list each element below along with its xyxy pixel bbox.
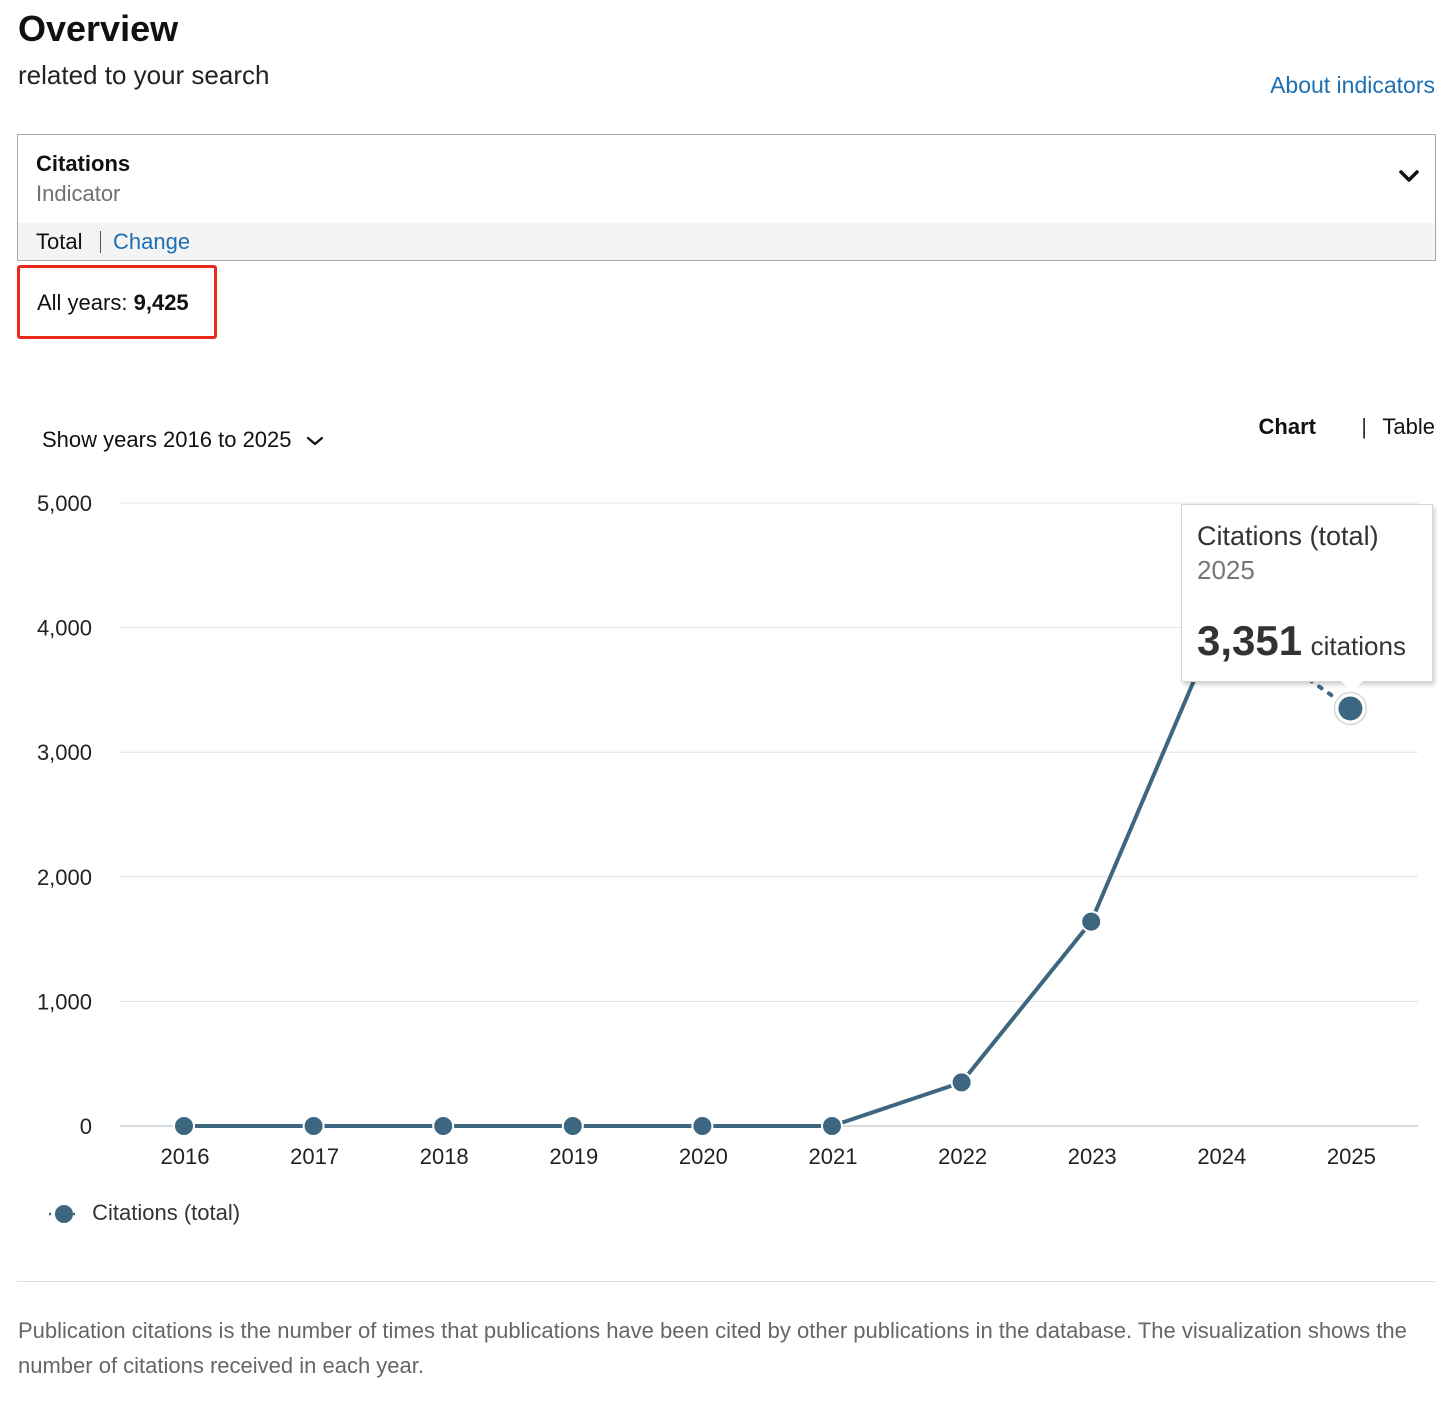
data-point bbox=[1080, 910, 1103, 933]
years-range-select[interactable]: Show years 2016 to 2025 bbox=[42, 427, 324, 453]
tooltip-pointer bbox=[1341, 681, 1363, 692]
data-point bbox=[302, 1115, 325, 1137]
tooltip-year: 2025 bbox=[1197, 555, 1255, 585]
indicator-description: Publication citations is the number of t… bbox=[18, 1318, 1407, 1378]
about-indicators-link[interactable]: About indicators bbox=[1270, 72, 1435, 98]
section-divider bbox=[17, 1281, 1435, 1282]
data-point bbox=[173, 1115, 195, 1137]
legend-marker-icon bbox=[49, 1205, 79, 1224]
x-tick-label: 2020 bbox=[679, 1144, 728, 1169]
all-years-value: 9,425 bbox=[133, 290, 189, 315]
data-point bbox=[561, 1115, 584, 1137]
data-point bbox=[691, 1115, 714, 1137]
metric-type-label: Total bbox=[36, 229, 83, 254]
y-tick-label: 0 bbox=[80, 1114, 92, 1139]
all-years-highlight: All years: 9,425 bbox=[17, 265, 217, 339]
x-tick-label: 2018 bbox=[420, 1144, 469, 1169]
y-tick-label: 3,000 bbox=[37, 740, 92, 765]
chevron-down-icon bbox=[1399, 170, 1419, 182]
chevron-down-icon bbox=[306, 437, 323, 446]
series-line bbox=[182, 615, 1223, 1128]
tooltip-value-line: 3,351 citations bbox=[1197, 617, 1406, 665]
legend-label: Citations (total) bbox=[92, 1200, 241, 1225]
page-subtitle: related to your search bbox=[18, 60, 270, 90]
y-tick-label: 1,000 bbox=[37, 989, 92, 1014]
data-point bbox=[432, 1115, 455, 1137]
page-title: Overview bbox=[18, 8, 179, 49]
x-tick-label: 2022 bbox=[938, 1144, 987, 1169]
tooltip-unit: citations bbox=[1310, 631, 1406, 661]
x-tick-label: 2025 bbox=[1327, 1144, 1376, 1169]
indicator-name: Citations bbox=[36, 151, 131, 176]
all-years-summary: All years: 9,425 bbox=[37, 290, 189, 316]
x-tick-label: 2016 bbox=[161, 1144, 210, 1169]
indicator-caption: Indicator bbox=[36, 181, 121, 206]
chart-legend-item[interactable]: Citations (total) bbox=[48, 1200, 240, 1226]
data-point bbox=[821, 1115, 843, 1137]
x-tick-label: 2019 bbox=[549, 1144, 598, 1169]
metric-separator bbox=[100, 231, 101, 253]
tooltip-value: 3,351 bbox=[1197, 617, 1303, 664]
chart-tooltip: Citations (total) 2025 3,351 citations bbox=[1181, 504, 1433, 682]
y-tick-label: 5,000 bbox=[37, 491, 92, 516]
x-tick-label: 2024 bbox=[1197, 1144, 1246, 1169]
tooltip-series-name: Citations (total) bbox=[1197, 521, 1379, 551]
tab-chart[interactable]: Chart bbox=[1258, 414, 1316, 439]
change-metric-link[interactable]: Change bbox=[113, 229, 191, 254]
metric-type-bar: Total Change bbox=[17, 223, 1436, 261]
indicator-dropdown[interactable]: Citations Indicator bbox=[17, 134, 1436, 224]
x-tick-label: 2021 bbox=[809, 1144, 858, 1169]
years-range-label: Show years 2016 to 2025 bbox=[42, 427, 292, 452]
all-years-label: All years: bbox=[37, 290, 128, 315]
x-tick-label: 2017 bbox=[290, 1144, 339, 1169]
tab-table[interactable]: Table bbox=[1382, 414, 1435, 439]
x-tick-label: 2023 bbox=[1068, 1144, 1117, 1169]
data-point bbox=[1338, 696, 1363, 721]
tab-separator: | bbox=[1361, 414, 1367, 439]
data-point bbox=[950, 1071, 973, 1094]
citations-line-chart: 0 1,000 2,000 3,000 4,000 5,000 2016 2017 2018 20… bbox=[37, 491, 1418, 1169]
y-tick-label: 4,000 bbox=[37, 616, 92, 641]
y-tick-label: 2,000 bbox=[37, 865, 92, 890]
